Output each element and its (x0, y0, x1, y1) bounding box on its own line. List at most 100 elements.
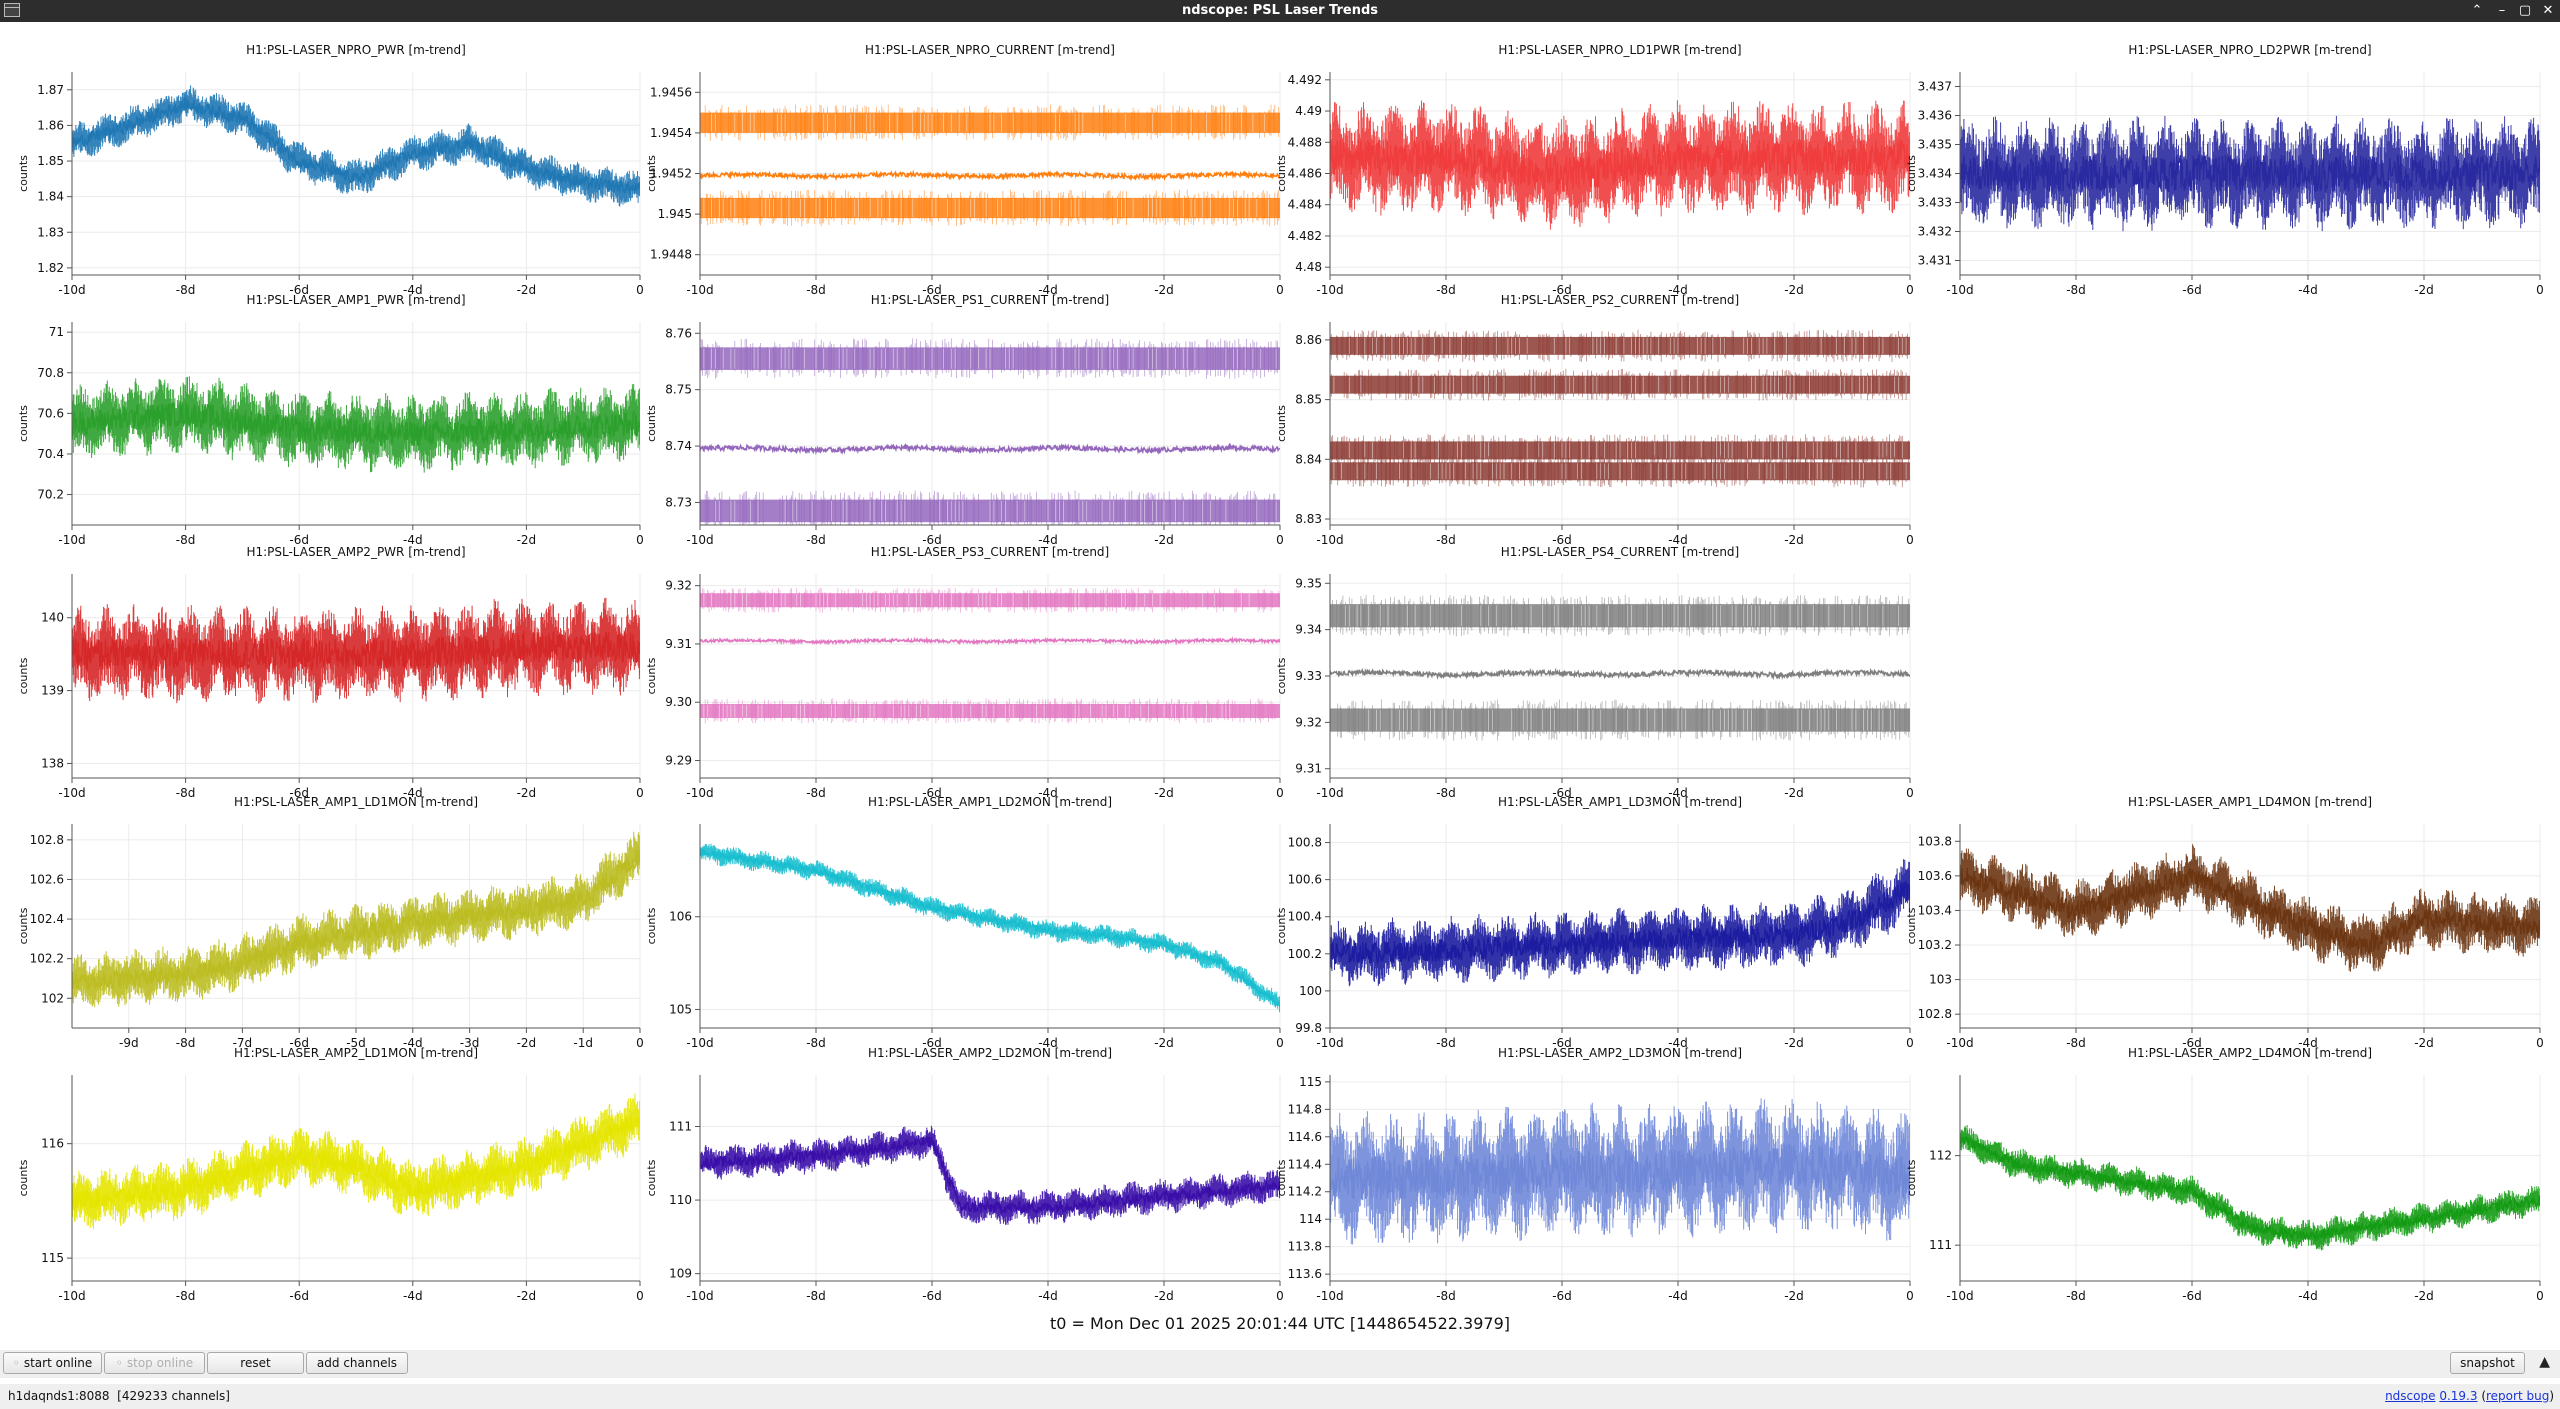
y-axis-label: counts (1275, 155, 1288, 192)
y-tick-label: 103 (1929, 973, 1952, 987)
y-tick-label: 112 (1929, 1149, 1952, 1163)
x-tick-label: 0 (1906, 283, 1914, 297)
plot-panel[interactable]: H1:PSL-LASER_AMP2_LD2MON [m-trend] counts… (645, 1046, 1284, 1303)
add-channels-button[interactable]: add channels (306, 1352, 408, 1374)
x-tick-label: -2d (1154, 533, 1174, 547)
x-tick-label: -4d (403, 1036, 423, 1050)
y-tick-label: 102 (41, 991, 64, 1005)
data-series-mean (1330, 1143, 1910, 1200)
x-tick-label: -2d (1784, 1036, 1804, 1050)
x-tick-label: -8d (176, 283, 196, 297)
y-tick-label: 105 (669, 1002, 692, 1016)
data-series-mean (72, 401, 640, 447)
start-online-button[interactable]: ◦ start online (3, 1352, 102, 1374)
y-tick-label: 116 (41, 1137, 64, 1151)
plot-panel[interactable]: H1:PSL-LASER_PS2_CURRENT [m-trend] counts… (1275, 293, 1914, 547)
plot-panel[interactable]: H1:PSL-LASER_AMP1_LD3MON [m-trend] counts… (1275, 795, 1914, 1050)
x-tick-label: 0 (1906, 1036, 1914, 1050)
plot-panel[interactable]: H1:PSL-LASER_NPRO_PWR [m-trend] counts 1.8… (17, 43, 644, 297)
app-icon (4, 3, 20, 17)
window-shade-button[interactable]: ⌃ (2471, 3, 2483, 18)
x-tick-label: -6d (1552, 283, 1572, 297)
y-tick-label: 114.2 (1288, 1185, 1322, 1199)
y-tick-label: 3.437 (1918, 80, 1952, 94)
ndscope-link[interactable]: ndscope (2385, 1389, 2436, 1403)
plot-panel[interactable]: H1:PSL-LASER_NPRO_LD1PWR [m-trend] counts… (1275, 43, 1914, 297)
plot-title: H1:PSL-LASER_AMP2_PWR [m-trend] (246, 545, 465, 559)
y-tick-label: 9.29 (665, 754, 692, 768)
plot-title: H1:PSL-LASER_NPRO_PWR [m-trend] (246, 43, 466, 57)
plot-data (72, 597, 640, 704)
start-online-icon: ◦ (12, 1356, 20, 1370)
x-tick-label: -8d (1436, 283, 1456, 297)
x-tick-label: -10d (686, 283, 713, 297)
y-tick-label: 115 (1299, 1075, 1322, 1089)
y-tick-label: 102.8 (30, 833, 64, 847)
x-tick-label: -8d (806, 533, 826, 547)
y-tick-label: 71 (49, 325, 64, 339)
version-link[interactable]: 0.19.3 (2439, 1389, 2478, 1403)
window-close-button[interactable]: ✕ (2542, 3, 2554, 18)
window-minimize-button[interactable]: – (2498, 3, 2506, 18)
plot-data (1330, 100, 1910, 230)
y-tick-label: 3.433 (1918, 196, 1952, 210)
x-tick-label: -6d (2182, 1036, 2202, 1050)
x-tick-label: -4d (1668, 786, 1688, 800)
plot-panel[interactable]: H1:PSL-LASER_AMP1_PWR [m-trend] counts 70.… (17, 293, 644, 547)
y-axis-label: counts (1905, 907, 1918, 944)
y-tick-label: 8.84 (1295, 452, 1322, 466)
plot-data (700, 104, 1280, 227)
plot-panel[interactable]: H1:PSL-LASER_PS4_CURRENT [m-trend] counts… (1275, 545, 1914, 800)
y-tick-label: 1.945 (658, 207, 692, 221)
plot-panel[interactable]: H1:PSL-LASER_PS1_CURRENT [m-trend] counts… (645, 293, 1284, 547)
plot-panel[interactable]: H1:PSL-LASER_NPRO_LD2PWR [m-trend] counts… (1905, 43, 2544, 297)
plot-title: H1:PSL-LASER_NPRO_CURRENT [m-trend] (865, 43, 1115, 57)
y-tick-label: 139 (41, 684, 64, 698)
y-tick-label: 1.86 (37, 118, 64, 132)
plot-panel[interactable]: H1:PSL-LASER_AMP1_LD1MON [m-trend] counts… (17, 795, 644, 1050)
stop-online-button[interactable]: ◦ stop online (104, 1352, 205, 1374)
plot-data (72, 376, 640, 473)
data-series-mean (700, 1134, 1280, 1216)
snapshot-button[interactable]: snapshot (2450, 1352, 2525, 1374)
report-bug-link[interactable]: report bug (2486, 1389, 2550, 1403)
window-maximize-button[interactable]: ▢ (2518, 3, 2532, 18)
y-tick-label: 4.488 (1288, 135, 1322, 149)
x-tick-label: -8d (2066, 1289, 2086, 1303)
plot-panel[interactable]: H1:PSL-LASER_AMP2_PWR [m-trend] counts 138… (17, 545, 644, 800)
x-tick-label: 0 (1276, 533, 1284, 547)
x-tick-label: -8d (806, 1036, 826, 1050)
x-tick-label: -8d (176, 1036, 196, 1050)
data-series (700, 843, 1280, 1013)
y-tick-label: 4.49 (1295, 104, 1322, 118)
plot-title: H1:PSL-LASER_PS3_CURRENT [m-trend] (871, 545, 1109, 559)
plot-data (700, 587, 1280, 724)
plot-panel[interactable]: H1:PSL-LASER_NPRO_CURRENT [m-trend] count… (645, 43, 1284, 297)
y-tick-label: 70.6 (37, 406, 64, 420)
chevron-up-icon[interactable]: ▲ (2539, 1354, 2550, 1370)
y-axis-label: counts (645, 405, 658, 442)
x-tick-label: -4d (1668, 1289, 1688, 1303)
x-tick-label: -8d (806, 1289, 826, 1303)
x-tick-label: -6d (922, 283, 942, 297)
plot-panel[interactable]: H1:PSL-LASER_AMP2_LD1MON [m-trend] counts… (17, 1046, 644, 1303)
plot-panel[interactable]: H1:PSL-LASER_AMP1_LD4MON [m-trend] counts… (1905, 795, 2544, 1050)
y-axis-label: counts (1275, 907, 1288, 944)
plot-title: H1:PSL-LASER_AMP1_LD3MON [m-trend] (1498, 795, 1742, 809)
y-axis-label: counts (1275, 657, 1288, 694)
x-tick-label: -8d (1436, 533, 1456, 547)
x-tick-label: -10d (1316, 1289, 1343, 1303)
plot-panel[interactable]: H1:PSL-LASER_AMP2_LD4MON [m-trend] counts… (1905, 1046, 2544, 1303)
y-tick-label: 9.34 (1295, 623, 1322, 637)
y-axis-label: counts (1905, 1159, 1918, 1196)
plot-panel[interactable]: H1:PSL-LASER_AMP1_LD2MON [m-trend] counts… (645, 795, 1284, 1050)
plot-title: H1:PSL-LASER_AMP2_LD3MON [m-trend] (1498, 1046, 1742, 1060)
plot-panel[interactable]: H1:PSL-LASER_PS3_CURRENT [m-trend] counts… (645, 545, 1284, 800)
plot-title: H1:PSL-LASER_PS2_CURRENT [m-trend] (1501, 293, 1739, 307)
reset-button[interactable]: reset (207, 1352, 304, 1374)
server-status: h1daqnds1:8088 [429233 channels] (8, 1389, 230, 1403)
data-series-mean (1330, 139, 1910, 192)
x-tick-label: -6d (1552, 1289, 1572, 1303)
plot-data (1330, 1098, 1910, 1245)
plot-panel[interactable]: H1:PSL-LASER_AMP2_LD3MON [m-trend] counts… (1275, 1046, 1914, 1303)
